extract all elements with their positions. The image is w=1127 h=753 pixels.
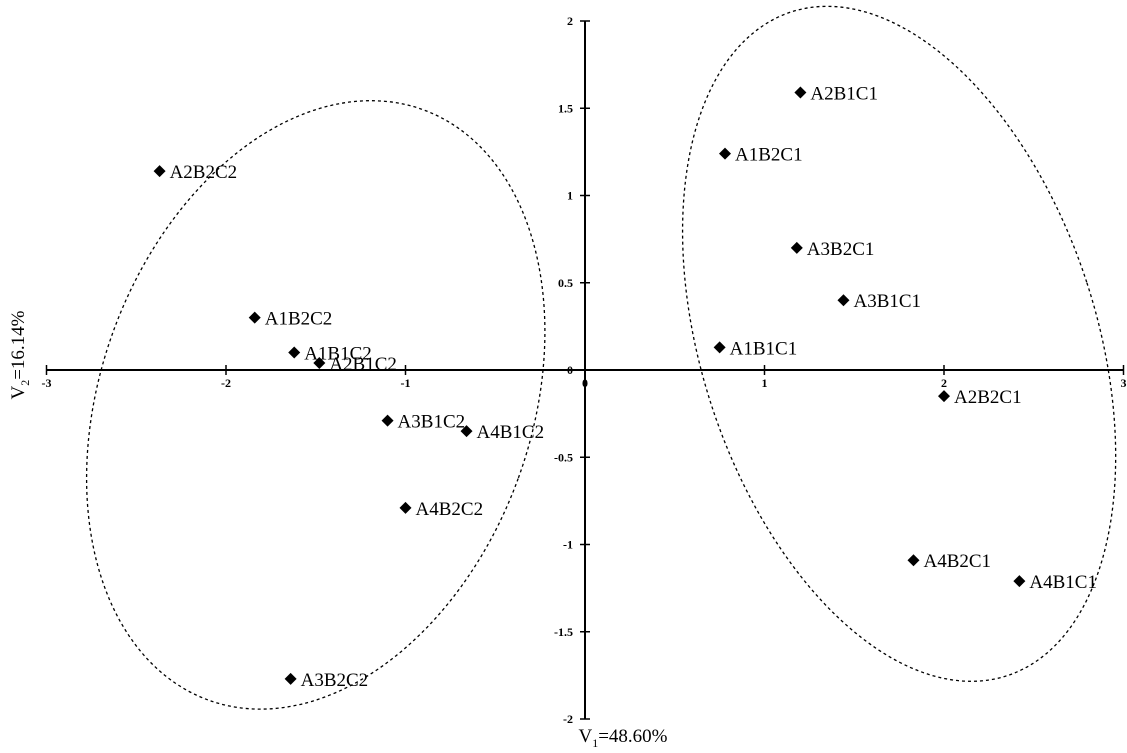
y-tick-label: -1.5: [554, 625, 573, 639]
point-label-a1b2c1: A1B2C1: [735, 145, 803, 166]
point-label-a1b2c2: A1B2C2: [265, 309, 333, 330]
point-marker-a2b2c2: [153, 165, 166, 178]
point-label-a4b1c2: A4B1C2: [477, 422, 545, 443]
y-tick-label: -0.5: [554, 450, 573, 464]
y-axis-title: V2=16.14%: [8, 310, 32, 399]
point-label-a4b2c2: A4B2C2: [416, 499, 484, 520]
x-tick-label: 2: [941, 376, 947, 390]
y-tick-label: 1.5: [558, 101, 573, 115]
x-tick-label: 3: [1121, 376, 1127, 390]
y-tick-label: -2: [563, 712, 573, 726]
x-axis-title-rest: =48.60%: [598, 726, 667, 747]
point-label-a2b1c2: A2B1C2: [329, 354, 397, 375]
point-label-a3b2c2: A3B2C2: [301, 670, 369, 691]
point-label-a1b1c1: A1B1C1: [730, 338, 798, 359]
y-tick-label: 1: [567, 189, 573, 203]
x-tick-label: 0: [582, 376, 588, 390]
point-marker-a2b2c1: [938, 390, 950, 403]
point-label-a2b1c1: A2B1C1: [810, 84, 878, 105]
y-axis-title-main: V: [8, 386, 29, 400]
point-marker-a4b2c2: [399, 501, 412, 514]
point-label-a4b2c1: A4B2C1: [923, 551, 991, 572]
y-tick-label: 0.5: [558, 276, 573, 290]
point-marker-a4b1c1: [1013, 575, 1026, 588]
point-marker-a3b1c1: [837, 294, 850, 307]
y-axis-title-rest: =16.14%: [8, 310, 29, 379]
y-tick-label: -1: [563, 538, 573, 552]
point-marker-a4b2c1: [907, 554, 920, 567]
point-marker-a2b1c2: [313, 357, 326, 370]
point-marker-a1b2c1: [719, 147, 732, 160]
point-marker-a3b1c2: [381, 414, 394, 427]
group-ellipse-2: [681, 5, 1117, 682]
x-axis-title-main: V: [578, 726, 592, 747]
point-marker-a1b1c2: [288, 346, 301, 359]
point-label-a3b1c2: A3B1C2: [398, 412, 466, 433]
y-tick-label: 0: [567, 363, 573, 377]
group-ellipse-1: [85, 100, 546, 710]
x-axis-title-sub: 1: [592, 736, 598, 750]
x-axis-title: V1=48.60%: [578, 726, 667, 750]
y-tick-label: 2: [567, 14, 573, 28]
x-tick-label: 1: [762, 376, 768, 390]
y-axis-title-sub: 2: [18, 380, 32, 386]
point-marker-a1b1c1: [713, 341, 726, 354]
point-label-a3b1c1: A3B1C1: [853, 291, 921, 312]
point-label-a3b2c1: A3B2C1: [807, 239, 875, 260]
point-marker-a3b2c2: [284, 672, 297, 685]
point-label-a4b1c1: A4B1C1: [1029, 572, 1097, 593]
point-marker-a1b2c2: [248, 311, 261, 324]
point-label-a2b2c1: A2B2C1: [954, 387, 1022, 408]
x-tick-label: -1: [401, 376, 411, 390]
axis-ticks: -3 -2 -1 0 1 2 3 -2 -1.5 -1 -0.5 0 0.5 1 1.5 2: [42, 14, 1127, 726]
point-marker-a3b2c1: [790, 241, 803, 254]
point-marker-a4b1c2: [460, 425, 473, 438]
point-marker-a2b1c1: [794, 86, 807, 99]
x-tick-label: -2: [221, 376, 231, 390]
x-tick-label: -3: [42, 376, 52, 390]
point-label-a2b2c2: A2B2C2: [170, 162, 238, 183]
